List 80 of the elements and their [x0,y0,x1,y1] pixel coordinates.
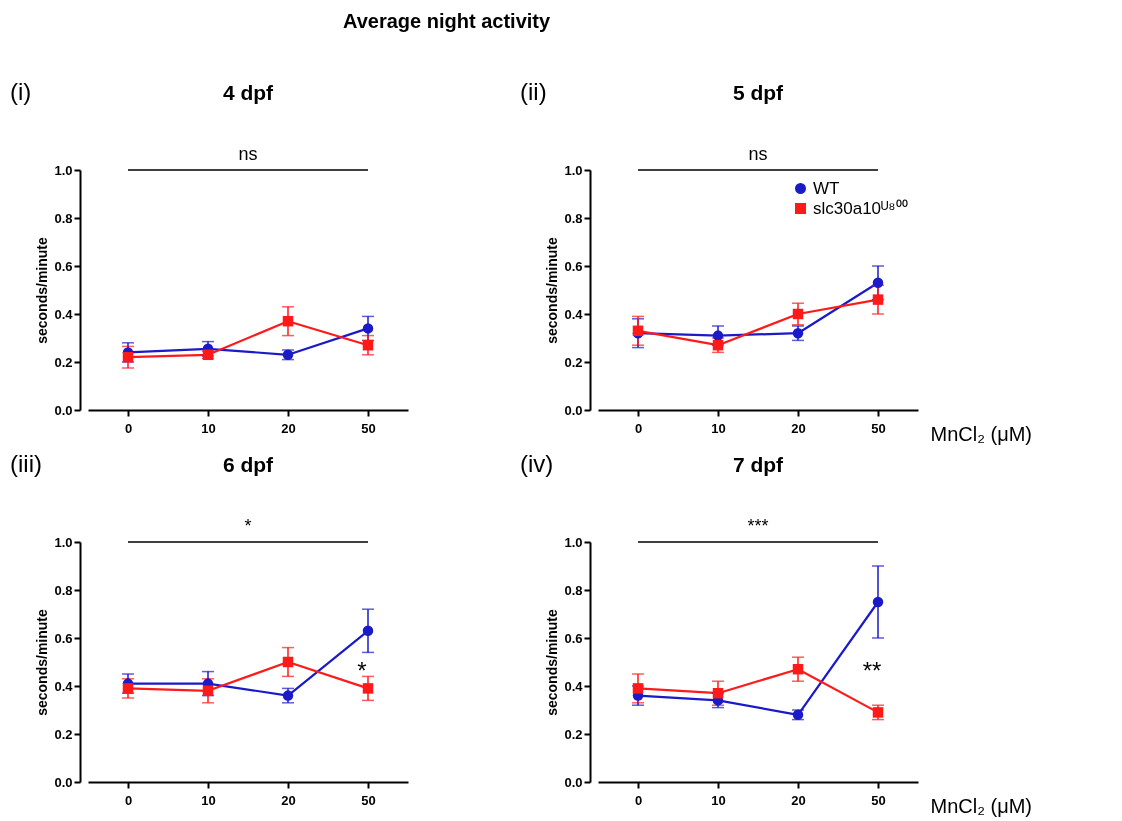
x-tick-label: 0 [634,792,643,808]
y-tick-label: 0.8 [564,582,583,598]
chart-title: 7 dpf [732,453,785,476]
y-tick-label: 0.2 [564,726,583,742]
y-axis-title: seconds/minute [34,237,51,344]
point [792,308,804,320]
point [282,315,294,327]
point [122,351,134,363]
y-tick-label: 0.4 [54,306,74,322]
text: (i) [10,78,32,106]
text: Average night activity [343,10,551,33]
y-tick-label: 0.2 [54,726,73,742]
chart-title: 4 dpf [222,81,275,104]
x-tick-label: 10 [201,420,216,436]
point [872,294,884,305]
annotation: ** [862,656,882,684]
x-tick-label: 0 [124,420,133,436]
y-tick-label: 0.8 [54,210,73,226]
text: * [244,516,252,536]
y-tick-label: 0.8 [54,582,73,598]
x-axis-title: MnCl₂ (μM) [930,794,1032,817]
chart-title: 6 dpf [222,453,275,476]
y-tick-label: 0.6 [564,258,583,274]
y-tick-label: 0.0 [564,402,583,418]
point [202,685,214,697]
x-tick-label: 10 [201,792,216,808]
x-tick-label: 0 [124,792,133,808]
annotation: * [357,656,367,684]
text: (ii) [520,78,547,106]
y-tick-label: 1.0 [54,162,73,178]
y-tick-label: 0.2 [54,354,73,370]
text: *** [747,516,769,536]
x-tick-label: 10 [711,420,726,436]
y-tick-label: 1.0 [54,534,73,550]
point [362,683,374,694]
y-axis-title: seconds/minute [544,237,561,344]
y-tick-label: 0.4 [564,678,584,694]
point [122,683,134,694]
y-axis-title: seconds/minute [544,609,561,716]
legend-label: WT [813,178,840,198]
x-axis-title: MnCl₂ (μM) [930,422,1032,445]
text: ns [238,144,258,164]
point [712,687,724,699]
point [282,656,294,668]
y-tick-label: 0.4 [54,678,74,694]
legend-label: slc30a10ᵁ⁸⁰⁰ [813,198,908,218]
x-tick-label: 50 [871,420,886,436]
x-tick-label: 50 [361,420,376,436]
y-tick-label: 0.6 [54,630,73,646]
x-tick-label: 20 [791,420,806,436]
point [362,323,374,334]
y-tick-label: 0.0 [564,774,583,790]
x-tick-label: 20 [281,420,296,436]
x-tick-label: 20 [281,792,296,808]
y-tick-label: 0.2 [564,354,583,370]
chart-title: 5 dpf [732,81,785,104]
y-tick-label: 1.0 [564,162,583,178]
y-tick-label: 0.0 [54,774,73,790]
point [362,339,374,351]
y-tick-label: 0.0 [54,402,73,418]
point [872,277,884,289]
x-tick-label: 0 [634,420,643,436]
point [362,625,374,637]
y-tick-label: 0.6 [564,630,583,646]
x-tick-label: 50 [871,792,886,808]
point [712,330,724,341]
point [632,683,644,694]
y-tick-label: 0.4 [564,306,584,322]
point [792,663,804,675]
x-tick-label: 50 [361,792,376,808]
x-tick-label: 20 [791,792,806,808]
point [872,596,884,608]
x-tick-label: 10 [711,792,726,808]
text: (iii) [10,450,42,478]
text: (iv) [520,450,554,478]
text: ns [748,144,768,164]
y-tick-label: 0.8 [564,210,583,226]
y-axis-title: seconds/minute [34,609,51,716]
y-tick-label: 0.6 [54,258,73,274]
y-tick-label: 1.0 [564,534,583,550]
